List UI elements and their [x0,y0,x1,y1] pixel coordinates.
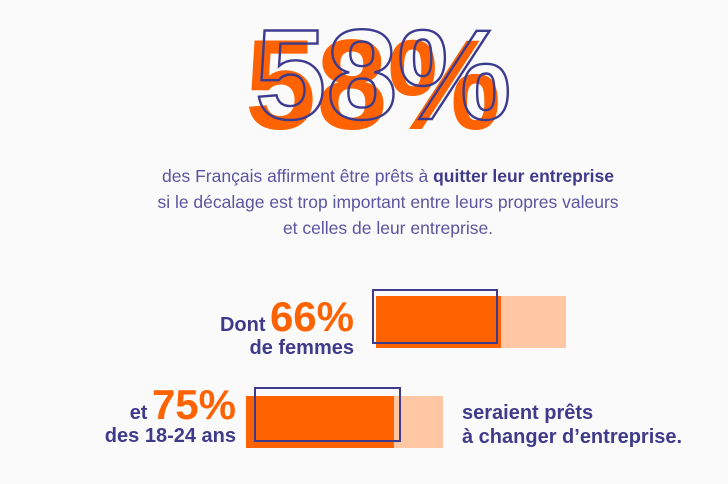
stat-lead-women: Dont [219,314,266,336]
headline-value-fill: 58% [245,14,501,150]
conclusion-line-1: seraient prêts [462,402,594,424]
stat-sub-youth: des 18-24 ans [104,425,236,447]
bar-youth-fill [246,396,394,448]
description-line-3: et celles de leur entreprise. [282,218,494,238]
conclusion-line-2: à changer d’entreprise. [462,426,683,448]
description-emphasis: quitter leur entreprise [433,166,614,186]
bar-women [372,289,566,351]
description-line-1-text: des Français affirment être prêts à [162,166,434,186]
description-line-2: si le décalage est trop important entre … [157,192,619,212]
stat-row-youth: et 75% des 18-24 ans [90,384,236,448]
stat-percent-women: 66% [269,293,354,340]
headline-value-outline: 58% [255,4,511,147]
stat-lead-youth: et [129,402,148,424]
stat-row-women: Dont 66% de femmes [170,296,355,360]
stat-sub-women: de femmes [249,337,355,359]
bar-women-outline [372,289,498,344]
conclusion-text: seraient prêts à changer d’entreprise. [462,401,682,449]
bar-youth [246,387,443,451]
headline-stat: 58% 58% [0,0,728,150]
bar-women-fill [376,296,502,348]
description-line-1: des Français affirment être prêts à quit… [0,163,728,189]
stat-percent-youth: 75% [151,381,236,428]
headline-graphic: 58% 58% [245,3,512,150]
bar-youth-outline [254,387,401,442]
description-paragraph: des Français affirment être prêts à quit… [0,163,728,241]
